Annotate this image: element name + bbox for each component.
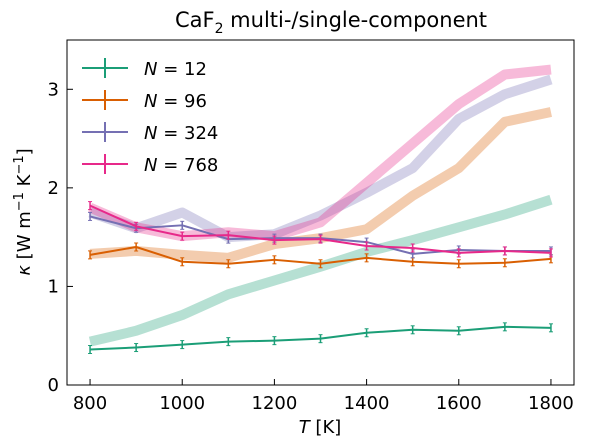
legend-label: N = 96 xyxy=(144,91,207,112)
legend-label-value: = 768 xyxy=(157,155,218,176)
legend-label-var: N xyxy=(144,59,157,80)
legend-entry-12: N = 12 xyxy=(82,58,207,80)
legend-entry-324: N = 324 xyxy=(82,122,218,144)
x-tick-label: 1800 xyxy=(528,393,574,414)
chart-title: CaF2 multi-/single-component xyxy=(175,8,487,37)
legend-label: N = 324 xyxy=(144,123,218,144)
y-axis-ticks: 0 1 2 3 xyxy=(48,79,73,396)
plot-frame xyxy=(66,39,575,386)
legend-label-var: N xyxy=(144,123,157,144)
y-tick-label: 0 xyxy=(48,375,59,396)
y-axis-label: κ [W m−1 K−1] xyxy=(12,148,35,275)
chart-title-subscript: 2 xyxy=(215,21,224,37)
x-axis-ticks: 800 1000 1200 1400 1600 1800 xyxy=(73,379,574,414)
x-tick-label: 1000 xyxy=(159,393,205,414)
y-tick-label: 2 xyxy=(48,178,59,199)
y-axis-label-var: κ xyxy=(14,265,35,276)
legend-label-var: N xyxy=(144,155,157,176)
y-axis-label-exp1: −1 xyxy=(12,192,27,211)
legend-entry-96: N = 96 xyxy=(82,90,207,112)
y-tick-label: 1 xyxy=(48,276,59,297)
chart-title-rest: multi-/single-component xyxy=(224,8,488,32)
y-axis-label-post: ] xyxy=(14,148,35,155)
x-tick-label: 800 xyxy=(73,393,107,414)
x-tick-label: 1400 xyxy=(344,393,390,414)
x-tick-label: 1200 xyxy=(252,393,298,414)
x-axis-label-unit: [K] xyxy=(310,417,342,438)
legend-label-var: N xyxy=(144,91,157,112)
y-axis-label-exp2: −1 xyxy=(12,155,27,174)
x-axis-label: T [K] xyxy=(299,417,342,438)
series-768 xyxy=(88,201,553,258)
y-axis-label-pre: [W m xyxy=(14,211,35,265)
legend-label-value: = 324 xyxy=(157,123,218,144)
x-tick-label: 1600 xyxy=(436,393,482,414)
series-lines xyxy=(88,201,553,355)
series-12 xyxy=(88,322,553,355)
legend-label: N = 768 xyxy=(144,155,218,176)
y-tick-label: 3 xyxy=(48,79,59,100)
x-axis-label-var: T xyxy=(299,417,312,438)
y-axis-label-mid: K xyxy=(14,173,35,192)
legend-entry-768: N = 768 xyxy=(82,154,218,176)
band-324 xyxy=(88,74,553,243)
chart-title-main: CaF xyxy=(175,8,215,32)
legend-label: N = 12 xyxy=(144,59,207,80)
legend-label-value: = 12 xyxy=(157,59,206,80)
legend-label-value: = 96 xyxy=(157,91,206,112)
